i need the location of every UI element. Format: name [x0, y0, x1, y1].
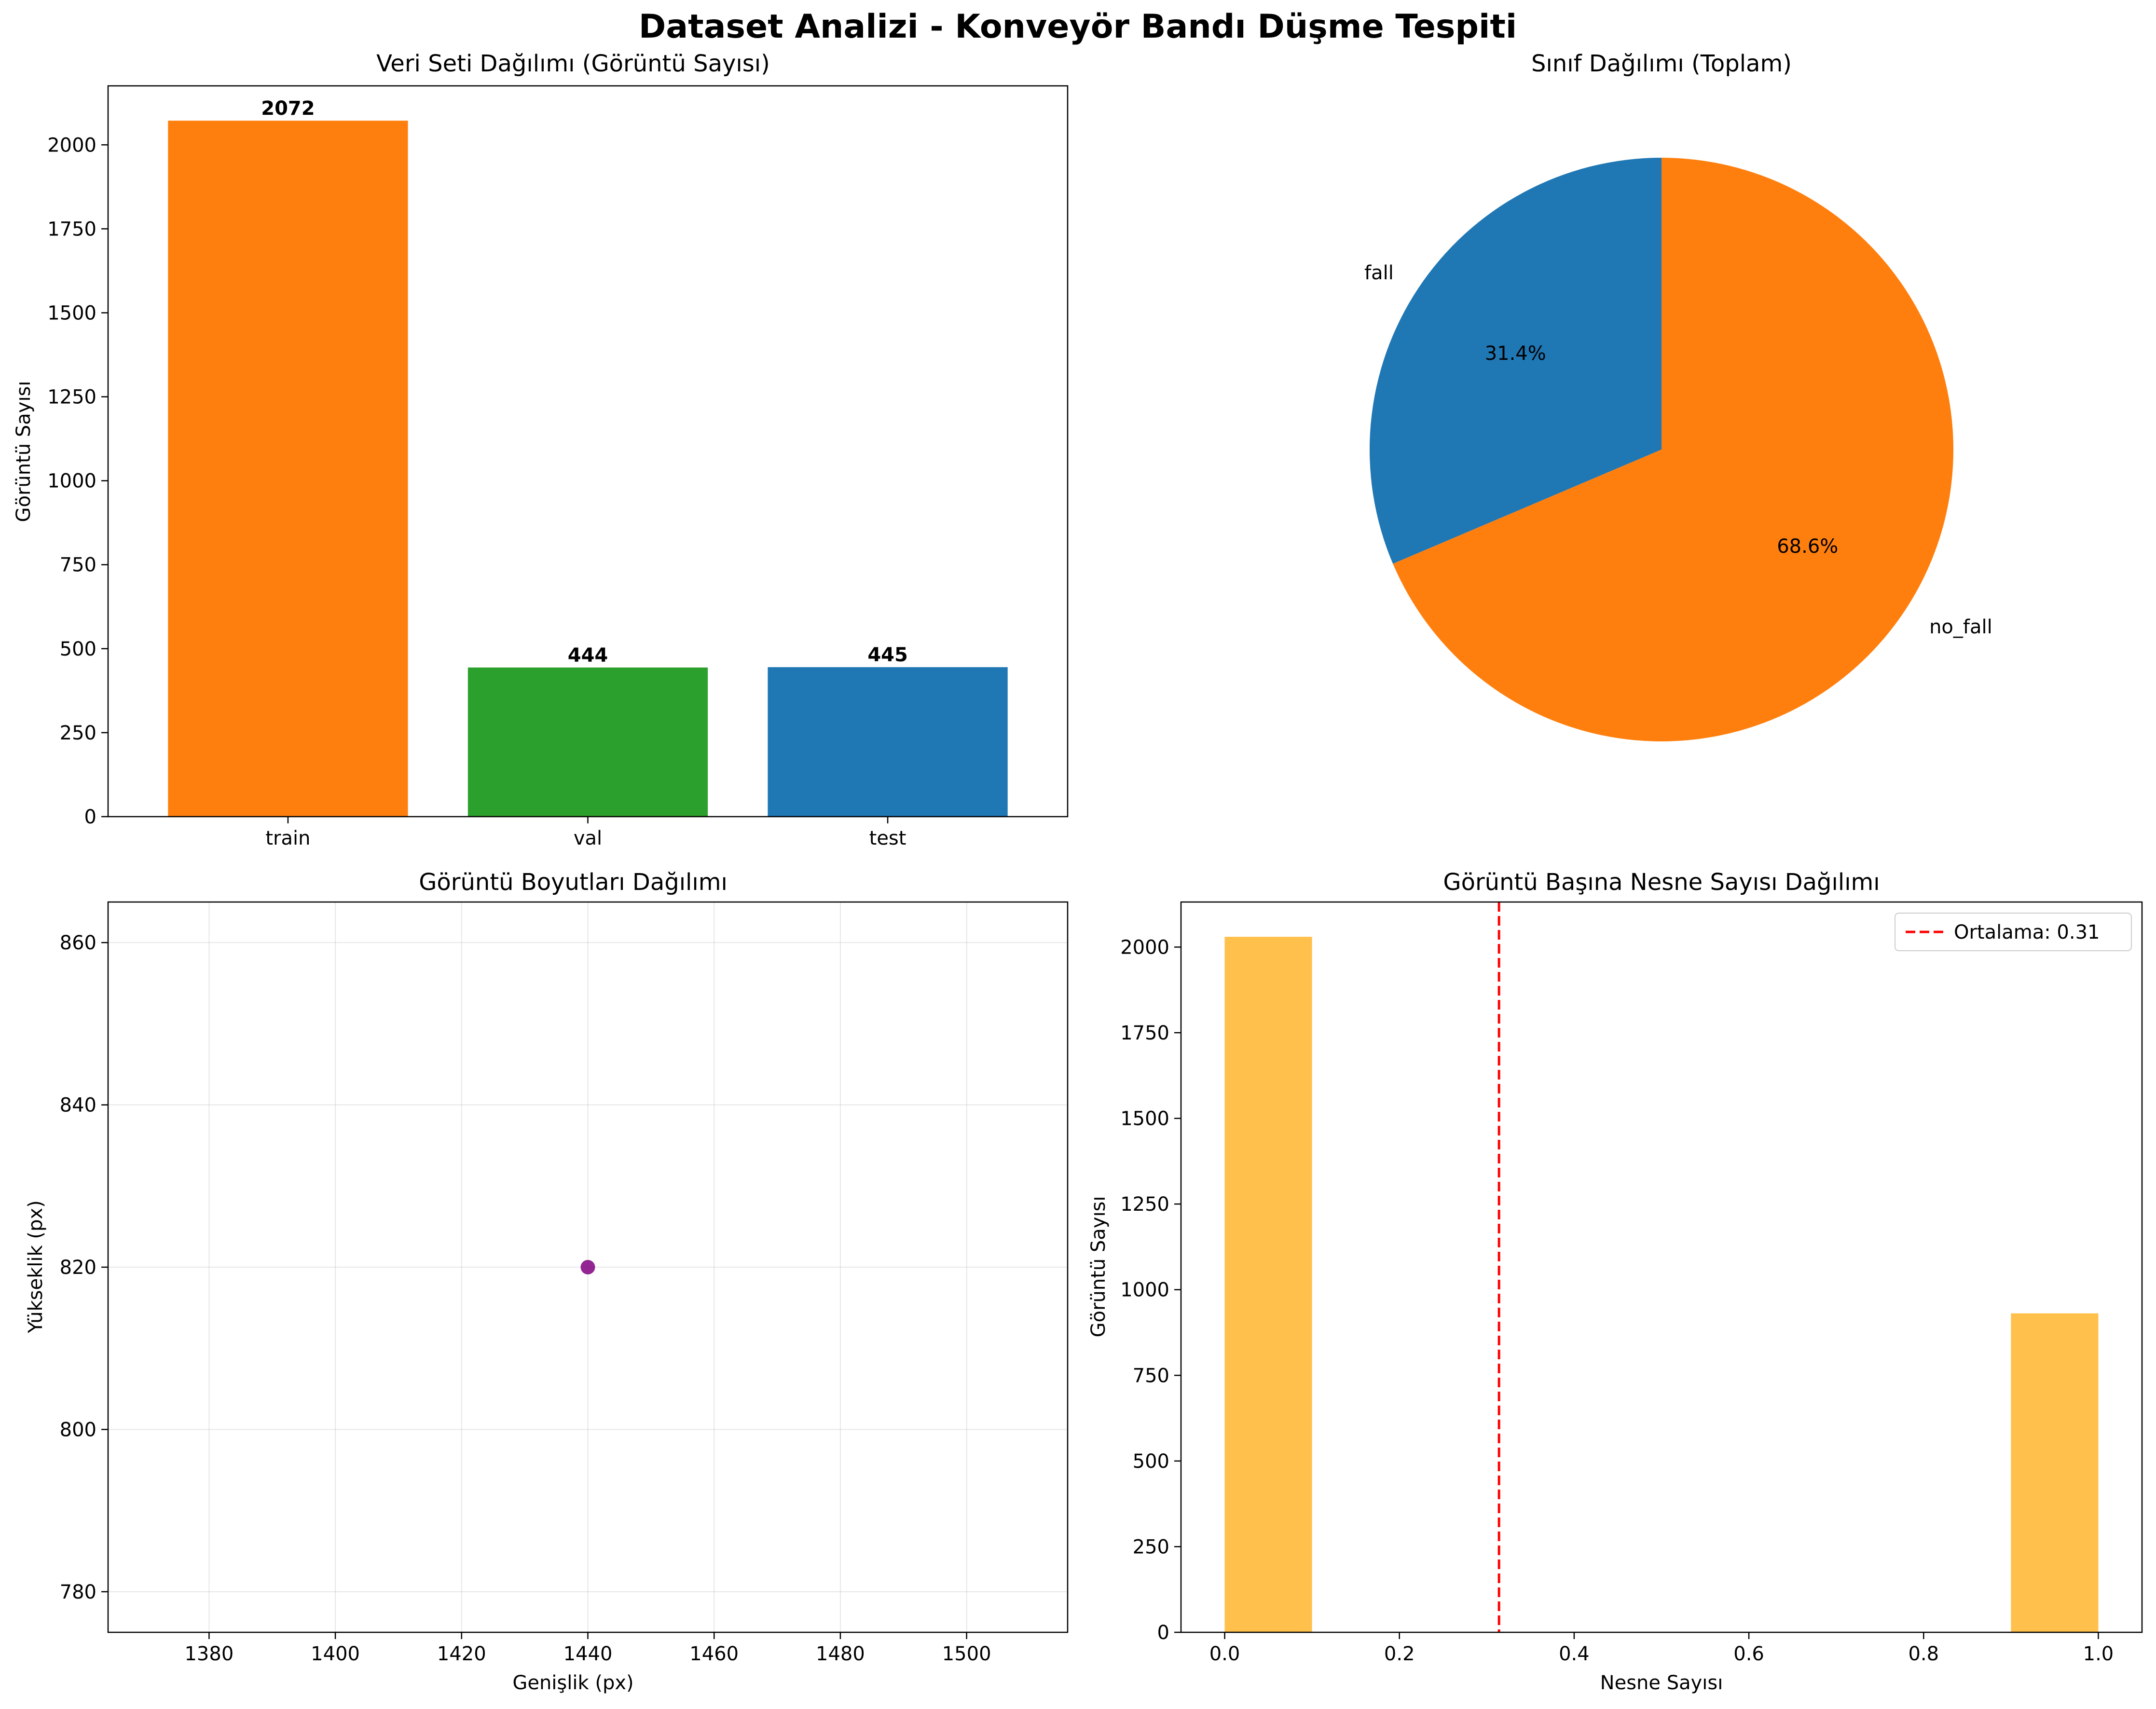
ax3-xlabel: Genişlik (px)	[512, 1672, 633, 1694]
ax1-ylabel: Görüntü Sayısı	[13, 381, 35, 522]
ax3-title: Görüntü Boyutları Dağılımı	[419, 869, 728, 896]
y-tick-label: 0	[84, 806, 96, 828]
histogram-bar-0	[1224, 937, 1312, 1632]
y-tick-label: 0	[1157, 1622, 1169, 1644]
legend: Ortalama: 0.31	[1895, 913, 2132, 951]
scatter-point	[580, 1260, 595, 1274]
y-tick-label: 860	[60, 932, 96, 954]
x-tick-label: 0.8	[1908, 1643, 1939, 1665]
y-tick-label: 250	[60, 722, 96, 744]
x-tick-label: 0.2	[1384, 1643, 1415, 1665]
ax4-ylabel: Görüntü Sayısı	[1087, 1196, 1110, 1337]
dataset-split-bar-chart: Veri Seti Dağılımı (Görüntü Sayısı) 2072…	[13, 50, 1069, 849]
x-tick-label: 0.4	[1559, 1643, 1590, 1665]
ax4-frame	[1180, 901, 2143, 1633]
y-tick-label: 500	[1133, 1450, 1169, 1473]
bar-train	[168, 121, 408, 817]
x-tick-label: 1440	[563, 1643, 613, 1665]
y-tick-label: 1750	[1120, 1022, 1169, 1044]
y-tick-label: 840	[60, 1094, 96, 1117]
legend-label: Ortalama: 0.31	[1954, 921, 2100, 943]
y-tick-label: 2000	[1120, 936, 1169, 958]
x-tick-label: 0.6	[1733, 1643, 1764, 1665]
y-tick-label: 1000	[1120, 1279, 1169, 1301]
figure-title: Dataset Analizi - Konveyör Bandı Düşme T…	[639, 8, 1517, 46]
x-tick-label: 0.0	[1209, 1643, 1240, 1665]
ax4-xlabel: Nesne Sayısı	[1600, 1672, 1723, 1694]
bar-val	[467, 667, 708, 817]
pie-label-no_fall: no_fall	[1929, 616, 1992, 638]
y-tick-label: 750	[1133, 1365, 1169, 1387]
y-tick-label: 1500	[1120, 1108, 1169, 1130]
histogram-bar-1	[2011, 1313, 2099, 1632]
x-tick-label-train: train	[265, 827, 310, 849]
legend-box	[1895, 913, 2132, 951]
ax1-title: Veri Seti Dağılımı (Görüntü Sayısı)	[376, 50, 770, 77]
y-tick-label: 800	[60, 1419, 96, 1441]
y-tick-label: 1250	[47, 386, 96, 409]
y-tick-label: 820	[60, 1257, 96, 1279]
x-tick-label: 1380	[184, 1643, 233, 1665]
object-count-histogram: Görüntü Başına Nesne Sayısı Dağılımı 0.0…	[1087, 869, 2143, 1694]
bar-test	[768, 667, 1008, 817]
pie-pct-label-no_fall: 68.6%	[1777, 535, 1838, 558]
y-tick-label: 250	[1133, 1536, 1169, 1558]
x-tick-label: 1480	[816, 1643, 865, 1665]
x-tick-label-test: test	[869, 827, 906, 849]
pie-pct-label-fall: 31.4%	[1485, 342, 1546, 365]
pie-slice-fall	[1370, 158, 1662, 564]
bar-value-label-train: 2072	[261, 97, 315, 120]
bar-value-label-test: 445	[867, 644, 908, 666]
x-tick-label: 1400	[311, 1643, 360, 1665]
x-tick-label: 1460	[689, 1643, 739, 1665]
ax3-ylabel: Yükseklik (px)	[25, 1200, 47, 1333]
y-tick-label: 780	[60, 1581, 96, 1603]
y-tick-label: 1750	[47, 218, 96, 240]
y-tick-label: 1250	[1120, 1193, 1169, 1216]
ax3-frame	[107, 901, 1069, 1633]
ax1-frame	[107, 85, 1069, 818]
class-distribution-pie-chart: Sınıf Dağılımı (Toplam) fall 31.4% no_fall…	[1364, 50, 1992, 741]
y-tick-label: 750	[60, 554, 96, 576]
x-tick-label: 1420	[437, 1643, 486, 1665]
ax4-title: Görüntü Başına Nesne Sayısı Dağılımı	[1443, 869, 1880, 896]
y-tick-label: 2000	[47, 134, 96, 156]
y-tick-label: 1000	[47, 470, 96, 492]
pie-label-fall: fall	[1364, 262, 1394, 284]
x-tick-label: 1.0	[2083, 1643, 2114, 1665]
image-size-scatter-chart: Görüntü Boyutları Dağılımı 1380 1400 1420 1…	[25, 869, 1069, 1694]
pie-slice-no_fall	[1393, 157, 1953, 741]
y-tick-label: 500	[60, 638, 96, 660]
x-tick-label: 1500	[942, 1643, 991, 1665]
y-tick-label: 1500	[47, 302, 96, 324]
bar-value-label-val: 444	[568, 644, 608, 667]
ax2-title: Sınıf Dağılımı (Toplam)	[1531, 50, 1792, 77]
x-tick-label-val: val	[574, 827, 602, 849]
